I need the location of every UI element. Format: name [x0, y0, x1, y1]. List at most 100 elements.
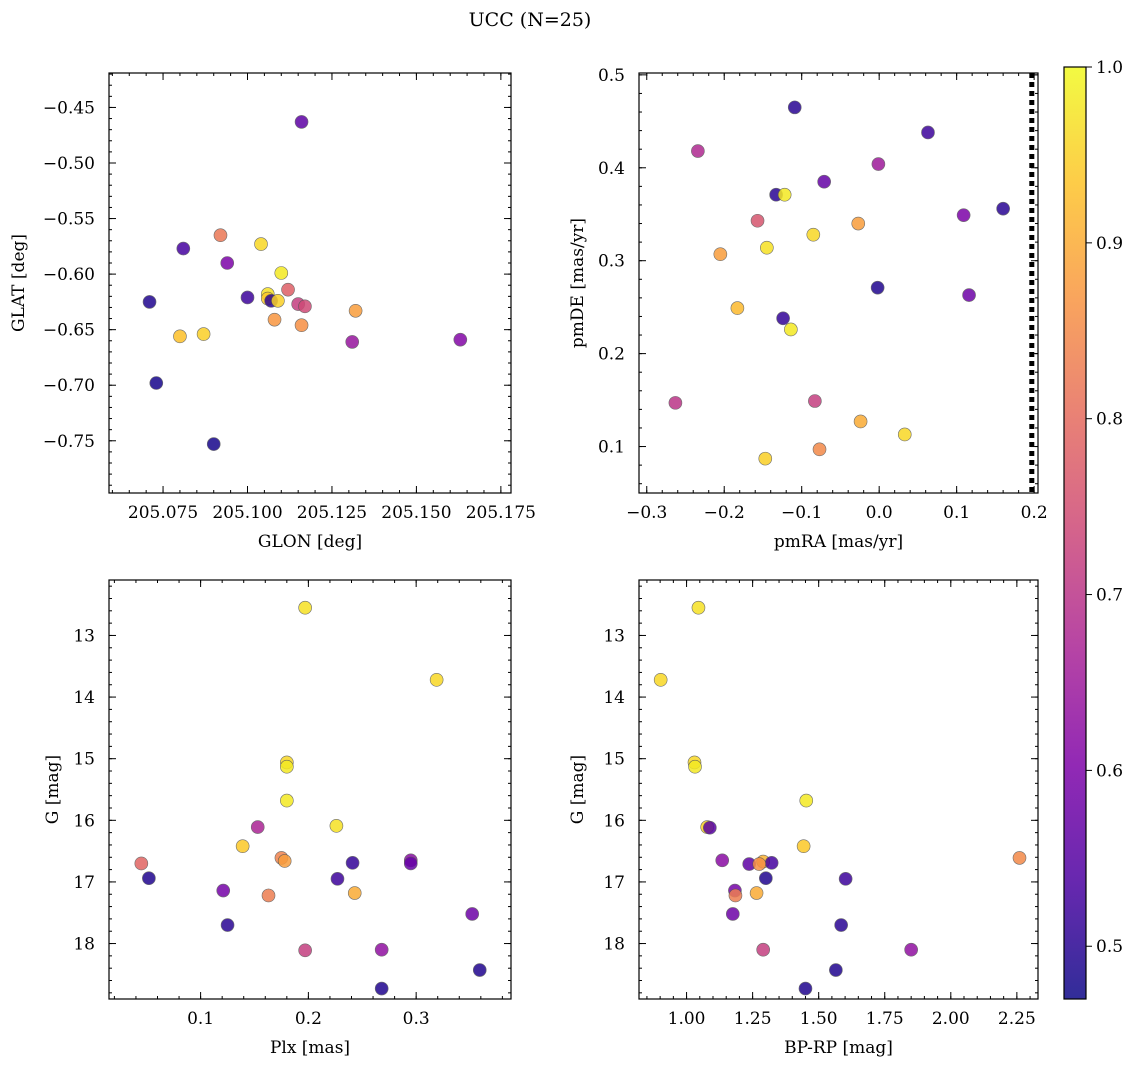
y-tick-label: 17: [73, 873, 95, 893]
scatter-point: [870, 280, 885, 295]
figure-title: UCC (N=25): [469, 9, 592, 31]
y-tick-label: 13: [603, 626, 625, 646]
x-tick-label: 2.00: [932, 1009, 970, 1029]
scatter-point: [764, 856, 779, 870]
y-tick-label: 17: [603, 873, 625, 893]
scatter-point: [267, 312, 282, 327]
scatter-point: [1012, 851, 1027, 865]
scatter-point: [274, 266, 289, 280]
y-tick-label: 0.5: [598, 66, 625, 86]
scatter-point: [812, 442, 827, 457]
scatter-point: [752, 857, 767, 871]
x-tick-label: 1.25: [734, 1009, 772, 1029]
y-tick-label: −0.55: [43, 210, 95, 230]
y-tick-label: 16: [73, 811, 95, 831]
scatter-point: [808, 394, 822, 408]
scatter-point: [996, 201, 1010, 216]
scatter-point: [691, 144, 705, 158]
x-tick-label: −0.2: [704, 503, 745, 523]
scatter-point: [142, 295, 157, 309]
scatter-point: [280, 793, 294, 808]
y-tick-label: −0.50: [43, 154, 95, 174]
y-axis-label: pmDE [mas/yr]: [568, 218, 588, 348]
colorbar-tick-label: 0.6: [1096, 761, 1123, 781]
scatter-point: [196, 327, 211, 341]
scatter-point: [347, 886, 362, 900]
scatter-point: [220, 256, 235, 270]
y-tick-label: 15: [603, 750, 625, 770]
scatter-point: [281, 282, 295, 297]
scatter-point: [750, 213, 765, 228]
scatter-point: [838, 872, 853, 886]
scatter-point: [853, 414, 868, 429]
scatter-point: [715, 853, 730, 868]
scatter-point: [777, 187, 792, 202]
panel-1: 205.075 205.100 205.125 205.150 205.175 −0.75…: [9, 72, 536, 552]
scatter-point: [206, 437, 221, 451]
axes-frame: [638, 72, 1039, 494]
scatter-point: [703, 820, 717, 835]
y-tick-label: 0.4: [598, 159, 625, 179]
scatter-point: [806, 227, 821, 242]
scatter-point: [730, 301, 745, 315]
colorbar: 0.5 0.6 0.7 0.8 0.9 1.0: [1063, 58, 1123, 1000]
scatter-point: [294, 318, 309, 333]
x-tick-label: −0.1: [781, 503, 822, 523]
scatter-point: [294, 115, 309, 129]
scatter-point: [176, 241, 191, 256]
scatter-point: [921, 125, 935, 140]
y-tick-label: −0.60: [43, 265, 95, 285]
axes-frame: [638, 579, 1039, 1000]
y-axis-label: G [mag]: [568, 755, 588, 824]
y-tick-label: 16: [603, 811, 625, 831]
scatter-point: [298, 943, 312, 958]
panel-3: 0.1 0.2 0.3 13 14 15 16 17 18 Plx [mas] G [mag]: [43, 579, 512, 1058]
scatter-point: [653, 673, 668, 687]
scatter-point: [688, 759, 702, 774]
y-tick-label: 14: [73, 688, 95, 708]
y-tick-label: 14: [603, 688, 625, 708]
scatter-point: [374, 942, 389, 957]
x-tick-label: 205.175: [466, 503, 536, 523]
y-tick-label: 0.1: [598, 438, 625, 458]
y-tick-label: −0.45: [43, 98, 95, 118]
y-tick-label: 0.2: [598, 345, 625, 365]
scatter-point: [261, 888, 276, 903]
scatter-point: [776, 311, 790, 326]
scatter-point: [851, 216, 866, 231]
scatter-point: [759, 871, 773, 886]
x-tick-label: 0.1: [187, 1009, 214, 1029]
scatter-point: [798, 981, 813, 996]
x-tick-label: 1.50: [800, 1009, 838, 1029]
scatter-point: [728, 888, 743, 903]
x-tick-label: 1.75: [866, 1009, 904, 1029]
scatter-point: [280, 759, 294, 774]
scatter-point: [796, 839, 811, 853]
scatter-point: [758, 451, 773, 466]
x-tick-label: 205.150: [381, 503, 451, 523]
x-tick-label: 205.075: [128, 503, 198, 523]
panels: 205.075 205.100 205.125 205.150 205.175 −0.75…: [9, 66, 1048, 1058]
y-axis-label: GLAT [deg]: [9, 234, 29, 332]
scatter-point: [760, 240, 774, 255]
scatter-point: [726, 907, 740, 921]
x-tick-label: 1.00: [668, 1009, 706, 1029]
colorbar-tick-label: 0.7: [1096, 586, 1123, 606]
scatter-point: [173, 329, 187, 344]
scatter-point: [330, 872, 345, 886]
y-tick-label: 18: [603, 935, 625, 955]
scatter-point: [691, 600, 706, 615]
scatter-point: [465, 907, 480, 921]
scatter-point: [799, 793, 814, 808]
scatter-point: [756, 942, 770, 957]
scatter-point: [250, 820, 265, 834]
x-tick-label: 0.2: [1021, 503, 1048, 523]
colorbar-gradient: [1064, 67, 1086, 999]
scatter-point: [817, 174, 831, 189]
colorbar-tick-label: 0.8: [1096, 410, 1123, 430]
scatter-point: [345, 335, 360, 349]
panel-4: 1.00 1.25 1.50 1.75 2.00 2.25 13 14 15 16 17 18 BP-R…: [568, 579, 1039, 1058]
scatter-point: [962, 288, 976, 302]
x-tick-label: 0.1: [943, 503, 970, 523]
